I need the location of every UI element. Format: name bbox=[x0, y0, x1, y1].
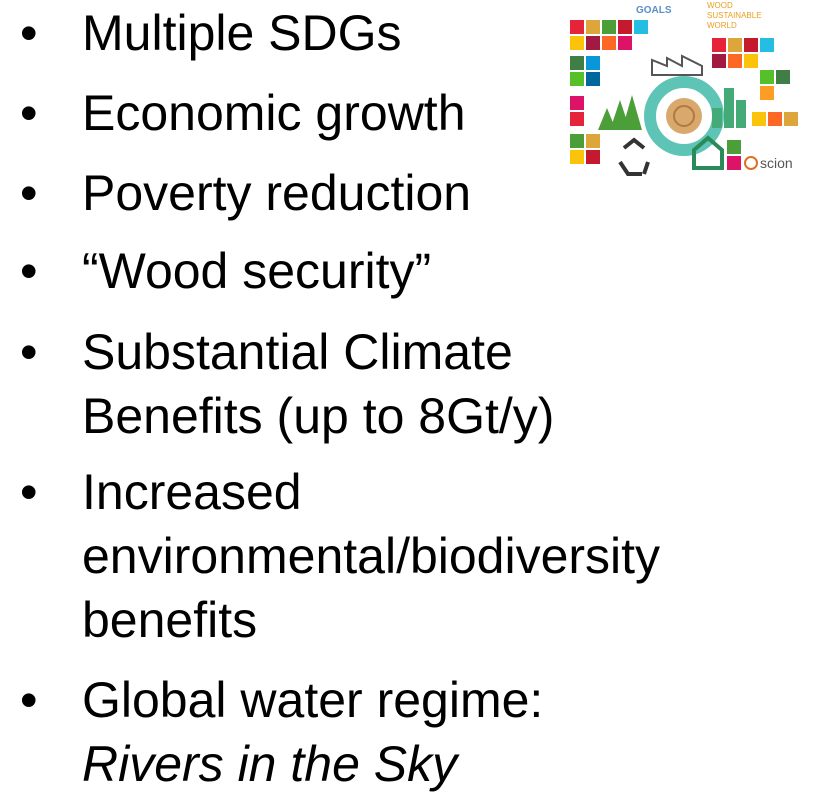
wood-heading: SUSTAINABLE bbox=[707, 11, 762, 20]
bullet-text: Economic growth bbox=[0, 81, 466, 145]
bullet-text: Poverty reduction bbox=[0, 161, 471, 225]
bullet-text: Benefits (up to 8Gt/y) bbox=[0, 384, 554, 448]
bullet-text: Substantial Climate bbox=[0, 320, 554, 384]
bullet-marker: • bbox=[20, 320, 38, 384]
bullet-item: •Multiple SDGs bbox=[0, 1, 402, 65]
bullet-marker: • bbox=[20, 668, 38, 732]
bullet-text: Multiple SDGs bbox=[0, 1, 402, 65]
goals-heading: GOALS bbox=[636, 5, 672, 16]
bullet-item: •Economic growth bbox=[0, 81, 466, 145]
wood-heading: WOOD bbox=[707, 1, 733, 10]
bullet-marker: • bbox=[20, 460, 38, 524]
bullet-item: •Poverty reduction bbox=[0, 161, 471, 225]
slide: •Multiple SDGs•Economic growth•Poverty r… bbox=[0, 0, 819, 797]
bullet-text: “Wood security” bbox=[0, 239, 431, 303]
bullet-item: •“Wood security” bbox=[0, 239, 431, 303]
bullet-text: Increased bbox=[0, 460, 660, 524]
bullet-text: Global water regime: bbox=[0, 668, 543, 732]
bullet-marker: • bbox=[20, 81, 38, 145]
bullet-marker: • bbox=[20, 1, 38, 65]
logo-text: scion bbox=[760, 155, 793, 171]
wood-heading: WORLD bbox=[707, 21, 737, 30]
bullet-text: benefits bbox=[0, 588, 660, 652]
bullet-marker: • bbox=[20, 161, 38, 225]
infographic: GOALS WOOD SUSTAINABLE WORLD scion bbox=[552, 0, 819, 190]
bullet-text: environmental/biodiversity bbox=[0, 524, 660, 588]
bullet-emphasis: Rivers in the Sky bbox=[0, 732, 543, 796]
bullet-item: •Global water regime:Rivers in the Sky bbox=[0, 668, 543, 796]
bullet-marker: • bbox=[20, 239, 38, 303]
